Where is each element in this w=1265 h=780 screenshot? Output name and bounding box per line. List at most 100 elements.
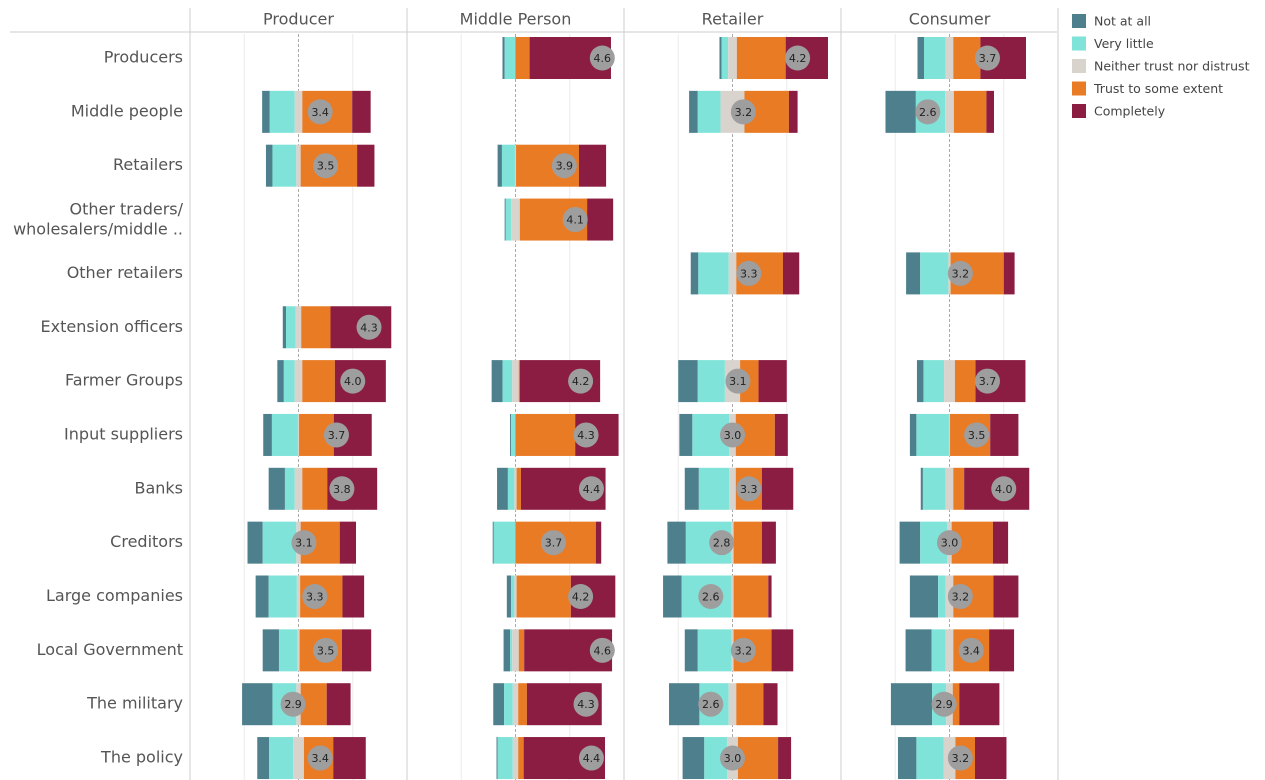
bar-segment (496, 737, 498, 780)
bar-segment (357, 144, 375, 187)
mean-label: 3.2 (735, 644, 753, 657)
mean-label: 4.0 (344, 375, 362, 388)
mean-marker (991, 476, 1017, 502)
bar-segment (993, 575, 1019, 618)
bar-segment (788, 90, 798, 133)
row-label: The military (86, 694, 183, 713)
legend-label: Very little (1094, 36, 1154, 51)
bar-segment (491, 360, 503, 403)
bar-segment (698, 467, 730, 510)
bar-segment (728, 683, 737, 726)
bar-segment (778, 737, 792, 780)
bar-segment (507, 467, 515, 510)
bar-segment (948, 413, 951, 456)
bar-segment (297, 629, 300, 672)
mean-marker (568, 584, 594, 609)
panel-title: Consumer (909, 10, 991, 29)
bar-segment (663, 575, 682, 618)
mean-marker (307, 99, 333, 125)
mean-marker (915, 99, 941, 125)
mean-marker (730, 99, 756, 125)
bar-segment (333, 737, 366, 780)
bar-segment (916, 737, 944, 780)
mean-label: 2.8 (713, 537, 731, 550)
bar-segment (1003, 252, 1015, 295)
mean-label: 3.5 (968, 429, 986, 442)
bar-segment (502, 360, 513, 403)
bar-segment (326, 683, 351, 726)
mean-marker (313, 153, 339, 179)
bar-segment (945, 37, 954, 79)
bar-segment (269, 90, 295, 133)
mean-marker (736, 260, 762, 286)
mean-label: 3.0 (724, 752, 742, 765)
bar-segment (689, 90, 698, 133)
mean-marker (720, 422, 745, 448)
panel-title: Middle Person (460, 10, 572, 29)
bar-segment (916, 360, 924, 403)
bar-segment (974, 737, 1007, 780)
bar-segment (286, 306, 296, 349)
mean-label: 3.0 (724, 429, 742, 442)
bar-segment (697, 90, 721, 133)
bar-segment (283, 360, 295, 403)
bar-segment (297, 413, 300, 456)
bar-segment (682, 737, 705, 780)
mean-marker (578, 745, 604, 771)
bar-segment (578, 144, 607, 187)
mean-label: 3.4 (311, 106, 329, 119)
mean-label: 2.9 (935, 698, 953, 711)
legend-swatch (1072, 36, 1086, 51)
mean-label: 2.9 (284, 698, 302, 711)
bar-segment (514, 467, 517, 510)
bar-segment (341, 629, 372, 672)
mean-marker (307, 745, 333, 771)
mean-marker (329, 476, 355, 502)
bar-segment (684, 467, 699, 510)
mean-label: 4.2 (572, 375, 590, 388)
bar-segment (242, 683, 273, 726)
bar-segment (885, 90, 916, 133)
bar-segment (293, 737, 304, 780)
bar-segment (518, 360, 520, 403)
bar-segment (497, 467, 508, 510)
bar-segment (736, 37, 786, 79)
bar-segment (504, 683, 513, 726)
bar-segment (492, 521, 494, 564)
bar-segment (909, 413, 917, 456)
mean-label: 3.4 (311, 752, 329, 765)
row-label: Producers (104, 48, 183, 67)
bar-segment (497, 144, 502, 187)
bar-segment (505, 198, 512, 241)
bar-segment (301, 306, 331, 349)
mean-marker (578, 476, 604, 502)
bar-segment (295, 306, 302, 349)
bar-segment (265, 144, 273, 187)
bar-segment (493, 521, 516, 564)
bar-segment (516, 575, 571, 618)
bar-segment (511, 413, 516, 456)
mean-marker (540, 530, 566, 556)
mean-label: 4.3 (577, 429, 595, 442)
mean-label: 2.6 (702, 698, 720, 711)
bar-segment (514, 575, 517, 618)
bar-segment (284, 467, 295, 510)
bar-segment (954, 360, 976, 403)
mean-marker (280, 691, 306, 717)
row-label: Large companies (46, 586, 183, 605)
mean-marker (589, 45, 615, 71)
bar-segment (931, 629, 946, 672)
bar-segment (920, 252, 949, 295)
bar-segment (294, 360, 303, 403)
mean-marker (589, 637, 615, 663)
row-label: Retailers (113, 155, 183, 174)
bar-segment (493, 683, 505, 726)
mean-label: 2.6 (919, 106, 937, 119)
row-label: Banks (134, 478, 183, 497)
bar-segment (763, 683, 778, 726)
bar-segment (905, 629, 932, 672)
bar-segment (263, 413, 272, 456)
bar-segment (945, 90, 954, 133)
mean-label: 3.7 (328, 429, 346, 442)
bar-segment (272, 144, 297, 187)
